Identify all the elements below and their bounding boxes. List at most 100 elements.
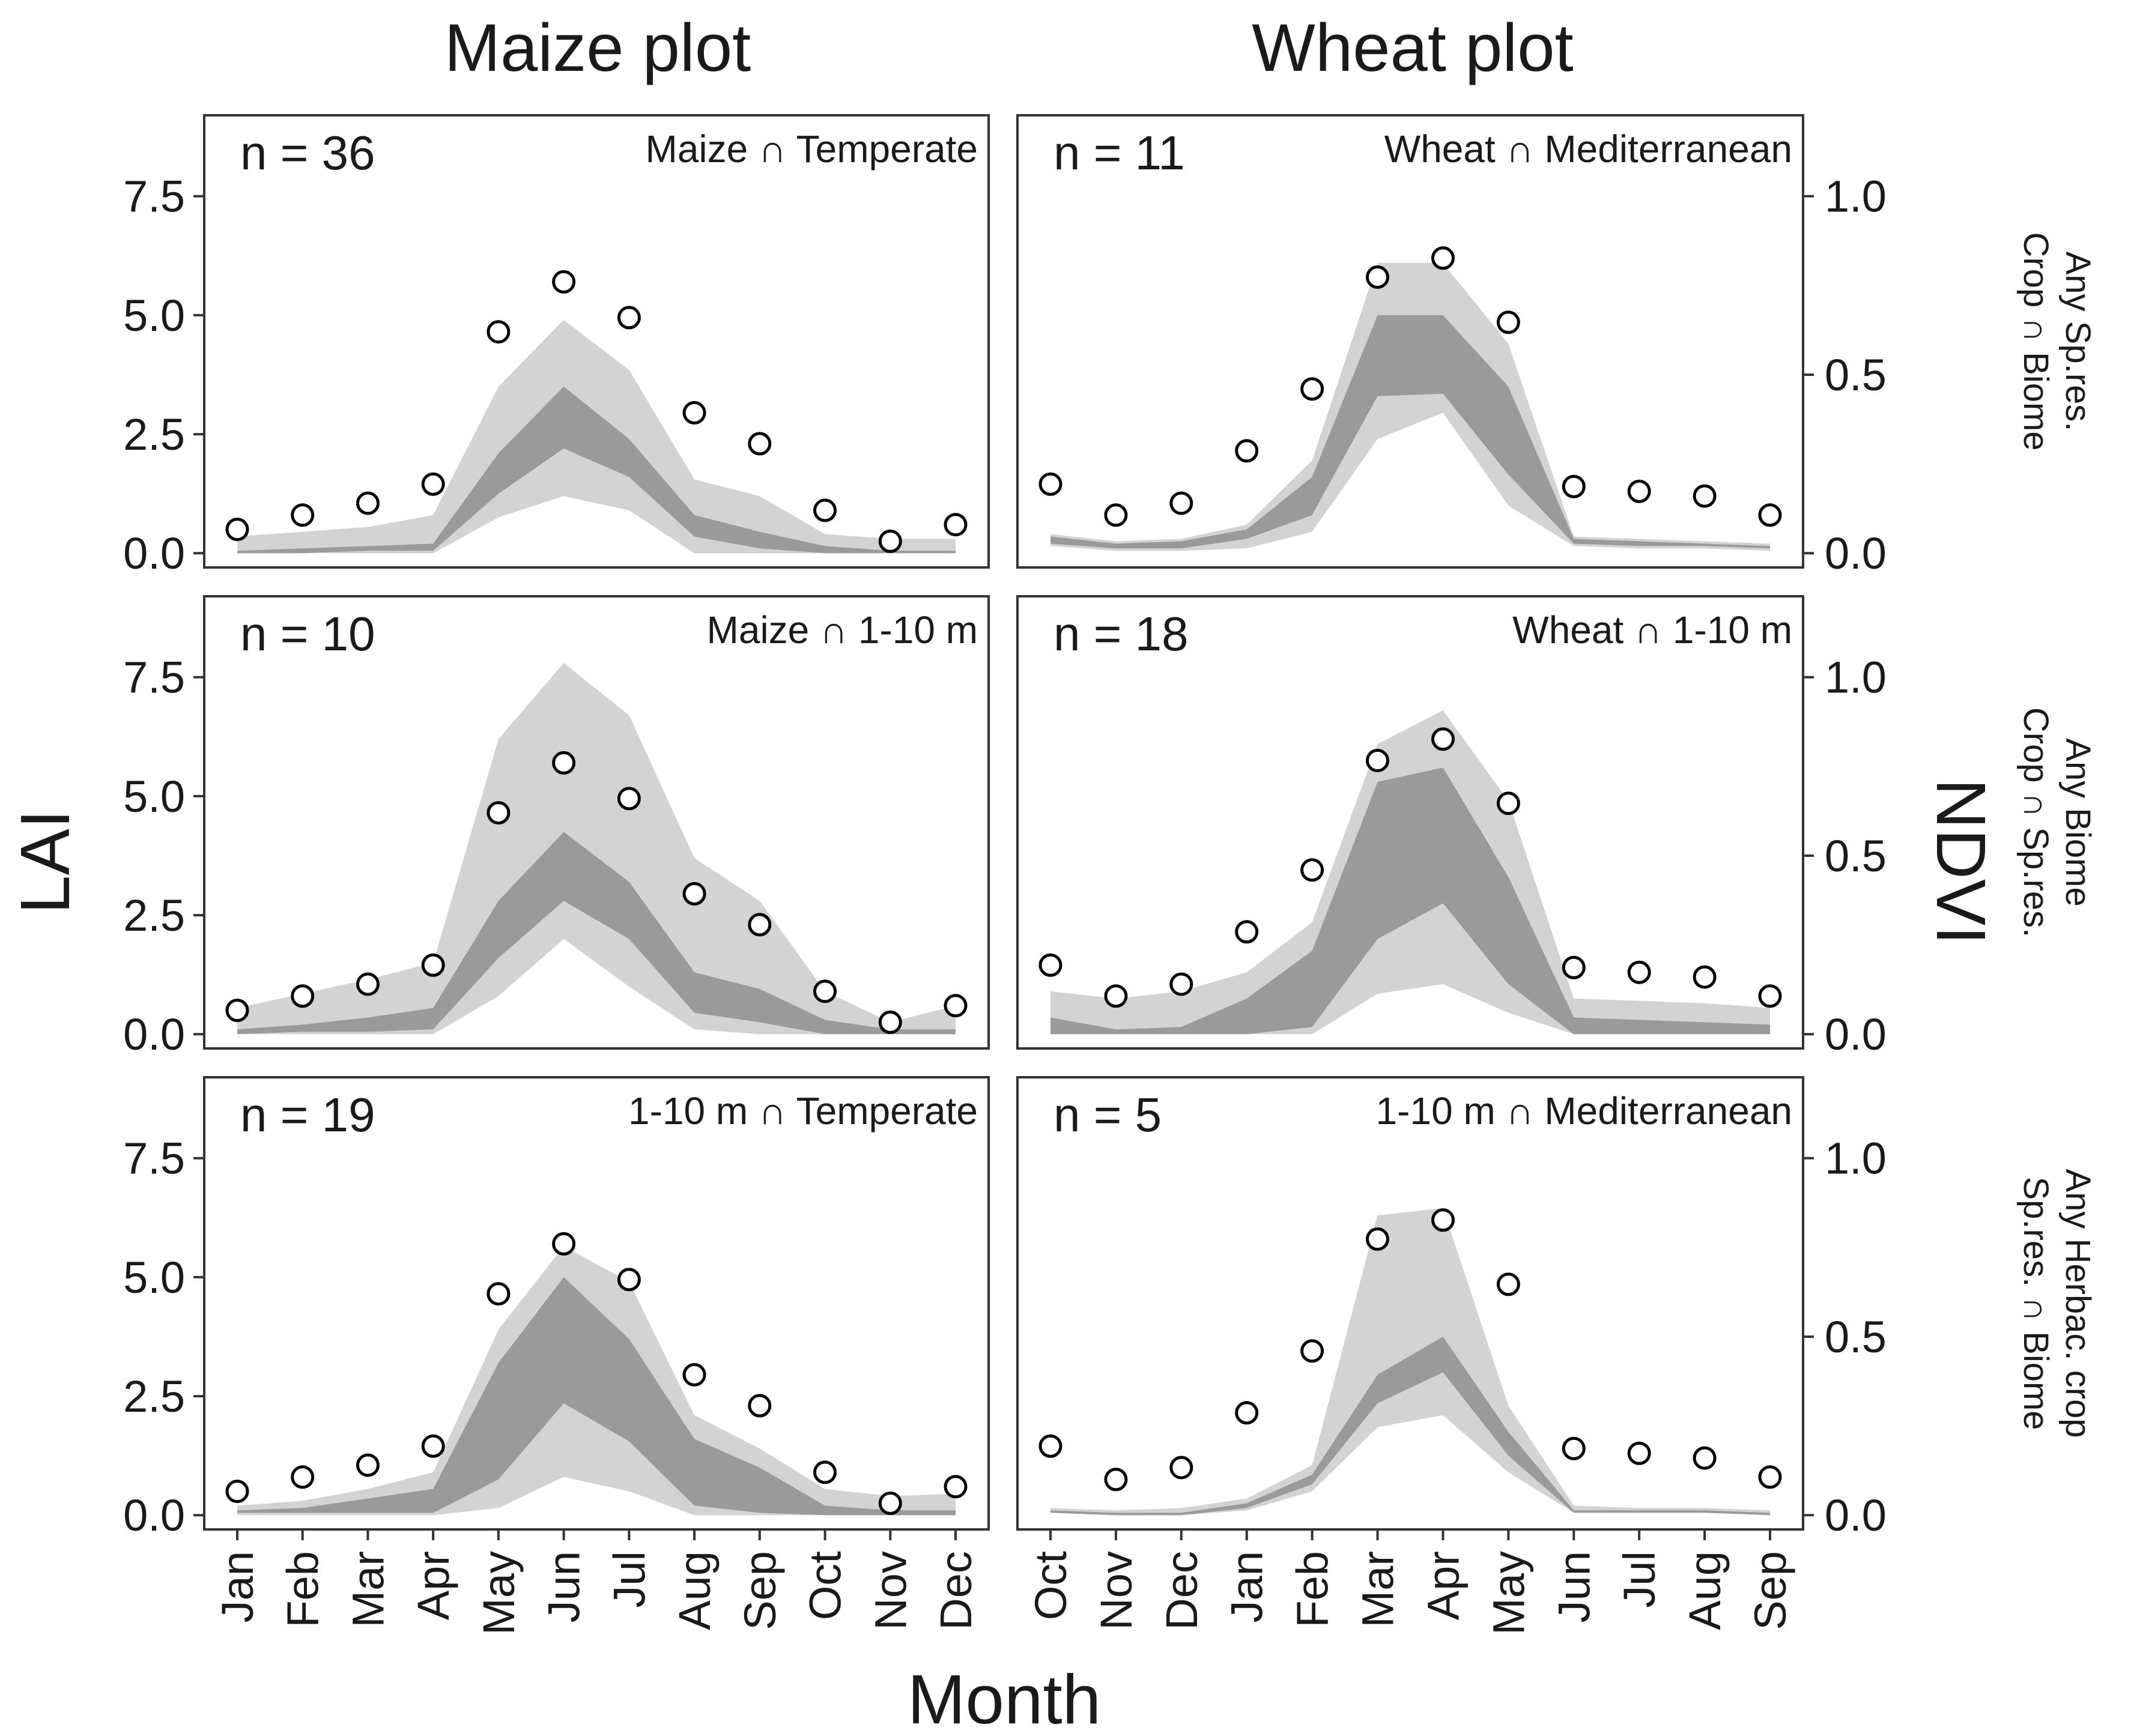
y-axis-title-lai: LAI <box>6 809 84 914</box>
right-axes: 1.0 0.5 0.0 1.0 0.5 0.0 1.0 0.5 0.0 <box>1803 172 1887 1540</box>
lai-tick-label: 2.5 <box>123 891 185 940</box>
ndvi-tick-label: 1.0 <box>1825 1134 1887 1184</box>
observed-point <box>291 1465 315 1489</box>
observed-point <box>1758 1465 1782 1489</box>
observed-point <box>1496 310 1520 334</box>
sample-size-label: n = 18 <box>1053 607 1189 661</box>
month-tick-label: Oct <box>801 1551 850 1621</box>
observed-point <box>1300 1339 1324 1363</box>
lai-tick-label: 7.5 <box>123 1134 185 1184</box>
column-title-maize: Maize plot <box>444 10 751 85</box>
observed-point <box>813 1460 837 1484</box>
observed-point <box>944 1475 968 1499</box>
month-tick-label: Jan <box>1222 1551 1272 1623</box>
observed-point <box>1038 1434 1062 1458</box>
observed-point <box>356 972 380 996</box>
observed-point <box>617 787 641 811</box>
observed-point <box>421 953 445 977</box>
inner-range-band <box>1050 767 1770 1035</box>
observed-point <box>1300 377 1324 401</box>
lai-tick-label: 0.0 <box>123 528 185 578</box>
sample-size-label: n = 5 <box>1053 1088 1162 1142</box>
inner-range-band <box>237 832 956 1035</box>
month-tick-label: Jun <box>1549 1551 1599 1623</box>
lai-tick-label: 2.5 <box>123 1372 185 1421</box>
lai-tick-label: 5.0 <box>123 772 185 821</box>
ndvi-tick-label: 0.5 <box>1825 831 1887 881</box>
month-tick-label: Sep <box>735 1551 785 1630</box>
row-strip-label: Any Herbac. crop <box>2058 1169 2097 1438</box>
observed-point <box>682 401 706 425</box>
lai-tick-label: 0.0 <box>123 1009 185 1059</box>
ndvi-tick-label: 1.0 <box>1825 653 1887 703</box>
panel-subset-label: Wheat ∩ Mediterranean <box>1384 127 1792 171</box>
panel-maize-temperate: n = 36 Maize ∩ Temperate <box>203 114 990 569</box>
panel-border <box>1016 1076 1804 1531</box>
observed-point <box>291 503 315 527</box>
lai-tick-label: 7.5 <box>123 172 185 222</box>
outer-range-band <box>1050 262 1770 551</box>
observed-point <box>1235 439 1259 463</box>
ndvi-tick-label: 0.0 <box>1825 1490 1887 1540</box>
observed-point <box>356 491 380 515</box>
observed-point <box>1496 1272 1520 1296</box>
observed-point <box>1431 1208 1455 1232</box>
month-tick-label: Apr <box>408 1551 458 1620</box>
observed-point <box>1169 1456 1193 1480</box>
lai-tick-label: 0.0 <box>123 1490 185 1540</box>
month-tick-label: Jan <box>213 1551 262 1623</box>
inner-range-band <box>1050 315 1770 549</box>
lai-tick-label: 5.0 <box>123 291 185 340</box>
observed-point <box>813 979 837 1003</box>
month-tick-label: May <box>1484 1551 1533 1635</box>
observed-point <box>617 306 641 330</box>
panel-subset-label: 1-10 m ∩ Mediterranean <box>1376 1089 1792 1133</box>
observed-point <box>487 801 511 825</box>
month-tick-label: Dec <box>1157 1551 1207 1630</box>
observed-point <box>1693 484 1717 508</box>
observed-point <box>748 432 772 456</box>
observed-point <box>1366 1227 1389 1251</box>
observed-point <box>1693 1446 1717 1470</box>
observed-point <box>944 513 968 537</box>
row-strip-label: Any Biome <box>2058 738 2097 906</box>
observed-point <box>1562 474 1586 498</box>
observed-point <box>1693 965 1717 989</box>
observed-point <box>878 1010 902 1034</box>
panel-subset-label: Wheat ∩ 1-10 m <box>1512 608 1792 652</box>
row-strip-label: Sp.res. ∩ Biome <box>2016 1176 2055 1430</box>
observed-point <box>748 1394 772 1418</box>
observed-point <box>421 472 445 496</box>
observed-point <box>944 994 968 1018</box>
ndvi-tick-label: 0.0 <box>1825 528 1887 578</box>
observed-point <box>487 320 511 344</box>
month-tick-label: Feb <box>278 1551 328 1628</box>
panel-maize-1-10m: n = 10 Maize ∩ 1-10 m <box>203 595 990 1050</box>
observed-point <box>1169 491 1193 515</box>
observed-point <box>813 498 837 522</box>
inner-range-band <box>237 386 956 554</box>
panel-subset-label: Maize ∩ 1-10 m <box>707 608 978 652</box>
sample-size-label: n = 36 <box>240 126 375 180</box>
observed-point <box>1431 246 1455 270</box>
lai-tick-label: 7.5 <box>123 653 185 703</box>
observed-point <box>1627 1441 1651 1465</box>
panel-1-10m-temperate: n = 19 1-10 m ∩ Temperate <box>203 1076 990 1531</box>
month-tick-label: Sep <box>1745 1551 1795 1630</box>
observed-point <box>878 1491 902 1515</box>
month-tick-label: Jun <box>539 1551 589 1623</box>
ndvi-tick-label: 0.5 <box>1825 350 1887 400</box>
sample-size-label: n = 19 <box>240 1088 375 1142</box>
column-title-wheat: Wheat plot <box>1252 10 1573 85</box>
observed-point <box>225 999 249 1023</box>
ndvi-tick-label: 0.0 <box>1825 1009 1887 1059</box>
month-tick-label: Jul <box>604 1551 654 1608</box>
lai-tick-label: 5.0 <box>123 1253 185 1302</box>
observed-point <box>1366 265 1389 289</box>
observed-point <box>1104 984 1128 1008</box>
observed-point <box>1038 472 1062 496</box>
observed-point <box>1627 960 1651 984</box>
month-tick-label: Nov <box>1091 1551 1141 1630</box>
